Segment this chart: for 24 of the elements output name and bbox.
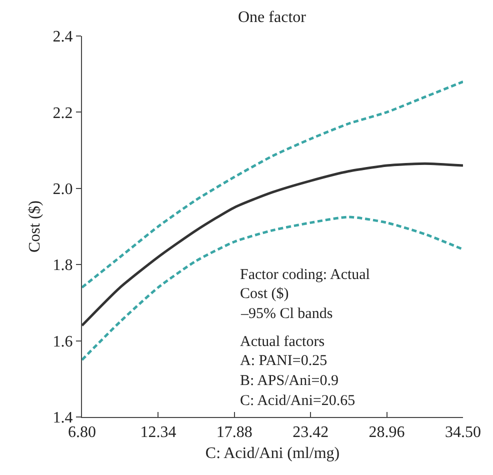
x-tick-label: 6.80 <box>68 424 96 442</box>
annotation: Factor coding: Actual <box>240 267 370 283</box>
annotation: Cost ($) <box>240 286 289 302</box>
y-tick-label: 1.6 <box>52 333 73 350</box>
y-tick-label: 1.8 <box>52 257 73 274</box>
y-axis-title: Cost ($) <box>26 200 44 252</box>
line-series <box>82 162 463 327</box>
x-tick-label: 34.50 <box>445 424 481 442</box>
x-axis-title: C: Acid/Ani (ml/mg) <box>205 444 340 462</box>
x-tick-label: 23.42 <box>292 424 329 442</box>
y-tick-label: 1.4 <box>52 410 73 427</box>
annotation: Actual factors <box>240 334 325 350</box>
y-tick-label: 2.2 <box>52 104 73 122</box>
line-series <box>82 80 463 289</box>
annotation: A: PANI=0.25 <box>240 353 328 369</box>
x-tick-label: 28.96 <box>368 424 405 442</box>
annotation: –95% Cl bands <box>240 306 333 322</box>
annotation: C: Acid/Ani=20.65 <box>240 393 356 409</box>
x-tick-label: 17.88 <box>216 424 252 442</box>
x-tick-label: 12.34 <box>140 424 176 442</box>
y-tick-label: 2.4 <box>52 28 73 46</box>
y-tick-label: 2.0 <box>52 181 73 198</box>
chart-title: One factor <box>238 9 307 26</box>
annotation: B: APS/Ani=0.9 <box>240 373 338 389</box>
